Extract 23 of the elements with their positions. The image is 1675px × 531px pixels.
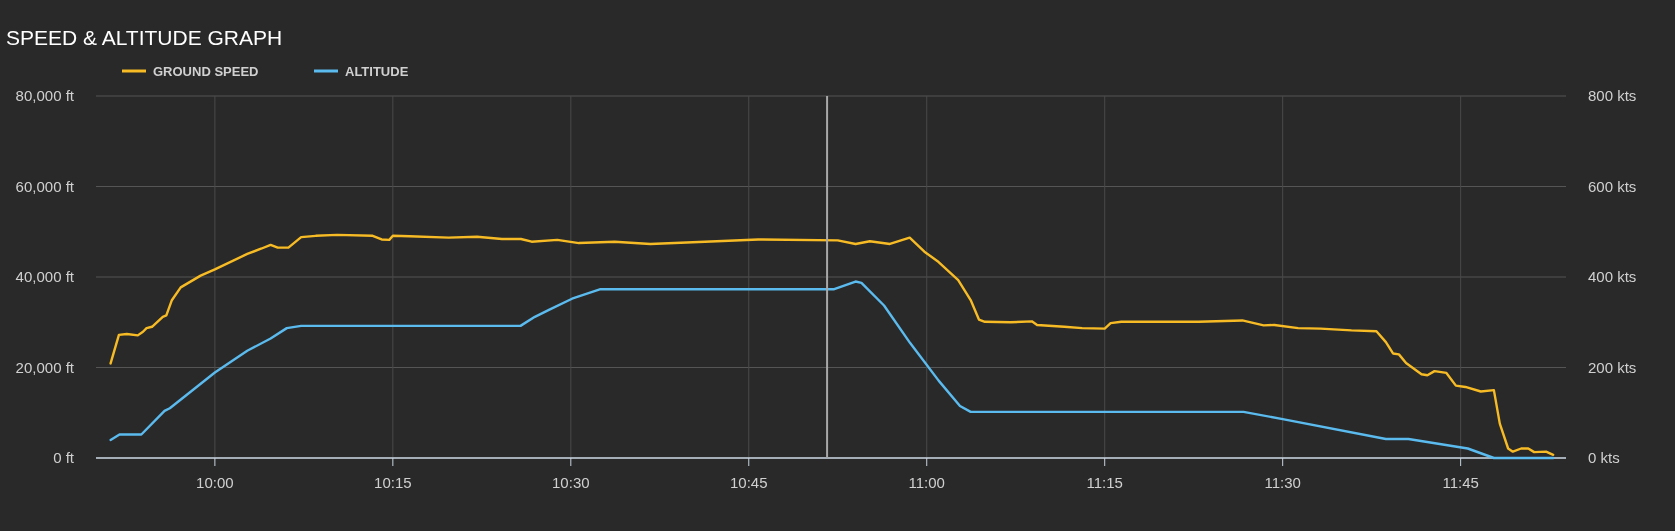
x-tick-label: 11:00: [908, 474, 945, 491]
line-series: [109, 233, 1555, 457]
x-tick-label: 11:15: [1086, 474, 1123, 491]
x-tick-label: 11:45: [1442, 474, 1479, 491]
y2-tick-label: 800 kts: [1588, 87, 1637, 104]
x-tick-label: 10:00: [196, 474, 234, 491]
y2-tick-label: 600 kts: [1588, 177, 1637, 195]
y2-tick-label: 400 kts: [1588, 268, 1637, 285]
legend-label: GROUND SPEED: [153, 64, 259, 79]
y-tick-label: 80,000 ft: [15, 87, 75, 104]
y-tick-label: 60,000 ft: [15, 177, 75, 195]
y-tick-label: 40,000 ft: [15, 268, 75, 285]
x-tick-label: 10:45: [730, 474, 768, 491]
x-tick-label: 11:30: [1264, 474, 1301, 491]
y-tick-label: 0 ft: [53, 449, 75, 466]
y-tick-label: 20,000 ft: [15, 358, 75, 376]
x-tick-label: 10:15: [374, 474, 412, 491]
y2-tick-label: 200 kts: [1588, 358, 1637, 376]
y2-tick-label: 0 kts: [1588, 449, 1620, 466]
x-tick-label: 10:30: [552, 474, 590, 491]
chart-title: SPEED & ALTITUDE GRAPH: [6, 26, 283, 49]
line-series: [109, 280, 1555, 460]
legend-label: ALTITUDE: [345, 64, 409, 79]
